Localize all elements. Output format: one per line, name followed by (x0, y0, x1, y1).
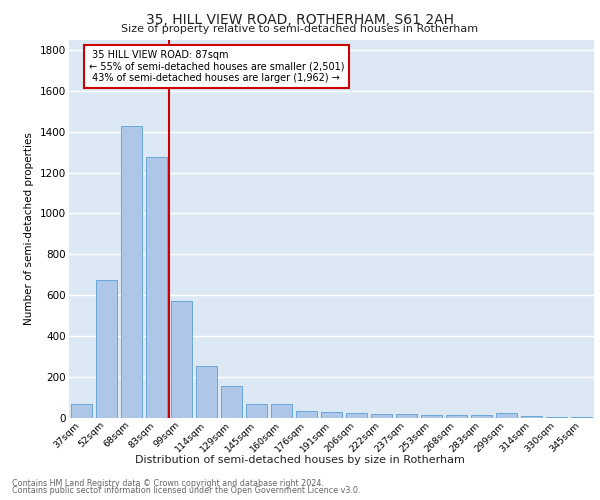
Bar (396, 414, 417, 418)
Bar (96, 280, 117, 417)
Bar (246, 404, 267, 417)
Bar (321, 412, 342, 418)
Bar (446, 415, 467, 418)
Bar (221, 386, 242, 418)
Text: Distribution of semi-detached houses by size in Rotherham: Distribution of semi-detached houses by … (135, 455, 465, 465)
Text: Size of property relative to semi-detached houses in Rotherham: Size of property relative to semi-detach… (121, 24, 479, 34)
Bar (421, 415, 442, 418)
Y-axis label: Number of semi-detached properties: Number of semi-detached properties (25, 132, 34, 325)
Bar (346, 413, 367, 418)
Bar (71, 404, 92, 417)
Text: Contains public sector information licensed under the Open Government Licence v3: Contains public sector information licen… (12, 486, 361, 495)
Bar (296, 411, 317, 418)
Bar (146, 158, 167, 418)
Bar (521, 416, 542, 418)
Text: 35 HILL VIEW ROAD: 87sqm
← 55% of semi-detached houses are smaller (2,501)
 43% : 35 HILL VIEW ROAD: 87sqm ← 55% of semi-d… (89, 50, 344, 84)
Text: Contains HM Land Registry data © Crown copyright and database right 2024.: Contains HM Land Registry data © Crown c… (12, 478, 324, 488)
Bar (471, 416, 492, 418)
Bar (171, 301, 192, 418)
Bar (271, 404, 292, 417)
Bar (371, 414, 392, 418)
Text: 35, HILL VIEW ROAD, ROTHERHAM, S61 2AH: 35, HILL VIEW ROAD, ROTHERHAM, S61 2AH (146, 12, 454, 26)
Bar (121, 126, 142, 418)
Bar (196, 366, 217, 418)
Bar (496, 413, 517, 418)
Bar (546, 417, 567, 418)
